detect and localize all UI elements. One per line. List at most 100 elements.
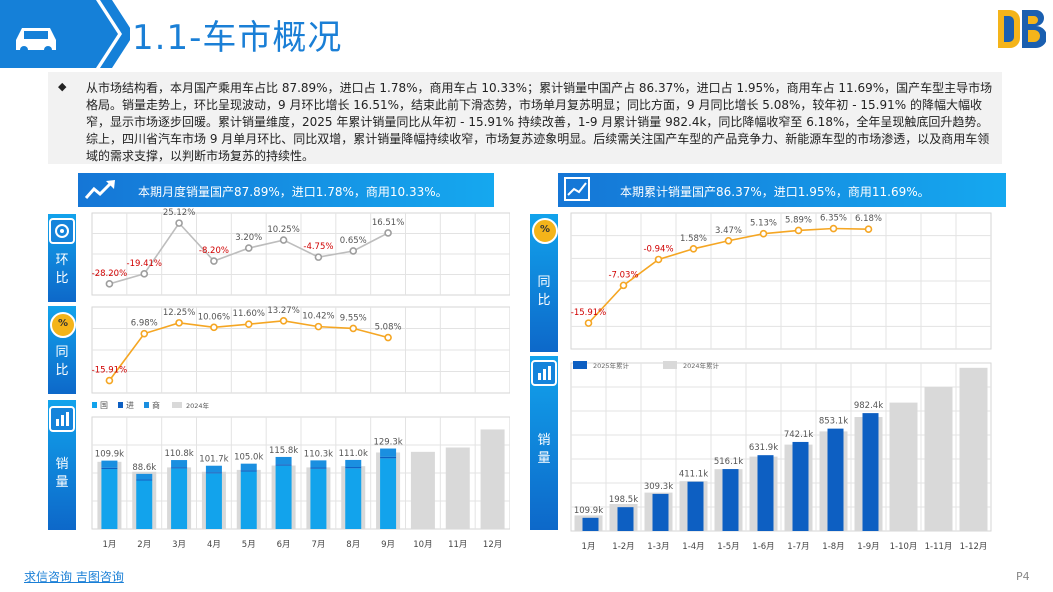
- mom-point: [175, 219, 183, 227]
- yoy-data-label: 9.55%: [340, 313, 367, 323]
- cum-yoy-data-label: 6.35%: [820, 214, 847, 224]
- summary-box: [48, 72, 1002, 164]
- bar-value-label: 516.1k: [714, 457, 743, 467]
- trend-up-icon: [84, 180, 115, 199]
- yoy-point: [105, 376, 114, 385]
- yoy-data-label: 10.42%: [302, 312, 334, 322]
- bar-import: [205, 472, 222, 474]
- legend-label: 商: [152, 400, 160, 410]
- bar-total-label: 110.8k: [164, 449, 193, 459]
- tab-mom: 环比: [48, 214, 76, 302]
- header-band: 1.1-车市概况: [0, 0, 1053, 68]
- page-title: 1.1-车市概况: [132, 18, 343, 58]
- right-banner-text: 本期累计销量国产86.37%，进口1.95%，商用11.69%。: [620, 185, 930, 199]
- left-banner-text: 本期月度销量国产87.89%，进口1.78%，商用10.33%。: [138, 185, 448, 199]
- bar-chart-icon: [531, 360, 557, 386]
- bar-domestic: [171, 468, 188, 529]
- bar-2024-cum: [889, 402, 918, 531]
- page-number: P4: [1016, 570, 1030, 583]
- cum-yoy-point: [724, 236, 733, 245]
- legend-swatch: [663, 361, 677, 369]
- bar-2025-cum: [722, 469, 739, 531]
- cum-yoy-data-label: 5.89%: [785, 215, 812, 225]
- tab-cum-sales: 销量: [530, 356, 558, 530]
- x-tick-label: 1-7月: [787, 542, 809, 552]
- legend-swatch: [144, 402, 149, 408]
- mom-data-label: -8.20%: [199, 246, 229, 256]
- footer-link[interactable]: 求信咨询 吉图咨询: [24, 570, 124, 584]
- yoy-data-label: 10.06%: [198, 312, 230, 322]
- summary-text: 从市场结构看，本月国产乘用车占比 87.89%，进口占 1.78%，商用车占 1…: [86, 81, 993, 163]
- x-tick-label: 1-4月: [682, 542, 704, 552]
- bar-commercial: [275, 456, 292, 465]
- bar-total-label: 129.3k: [373, 438, 402, 448]
- cum-yoy-point: [759, 229, 768, 238]
- bar-total-label: 110.3k: [304, 449, 333, 459]
- bar-2025-cum: [617, 507, 634, 531]
- header-car-banner: [0, 0, 130, 68]
- legend-swatch: [118, 402, 123, 408]
- mom-point: [384, 229, 392, 237]
- x-tick-label: 11月: [448, 540, 467, 550]
- left-banner: 本期月度销量国产87.89%，进口1.78%，商用10.33%。: [78, 173, 494, 207]
- mom-point: [140, 270, 149, 278]
- mom-point: [244, 244, 253, 252]
- mom-data-label: -4.75%: [303, 242, 333, 252]
- yoy-data-label: 6.98%: [131, 319, 158, 329]
- bar-value-label: 309.3k: [644, 482, 673, 492]
- right-banner: 本期累计销量国产86.37%，进口1.95%，商用11.69%。: [558, 173, 1006, 207]
- x-tick-label: 4月: [207, 540, 221, 550]
- bar-domestic: [275, 465, 292, 529]
- bar-commercial: [310, 460, 327, 468]
- yoy-data-label: 11.60%: [233, 309, 265, 319]
- bar-2025-cum: [687, 481, 704, 531]
- tab-cum-yoy-label: 同比: [537, 275, 551, 308]
- bar-chart-icon: [49, 406, 75, 432]
- tab-yoy-label: 同比: [55, 345, 69, 378]
- legend-label: 进: [126, 401, 134, 410]
- bar-2024-cum: [924, 387, 953, 531]
- mom-data-label: 10.25%: [267, 225, 299, 235]
- bar-commercial: [171, 460, 188, 468]
- yoy-data-label: 13.27%: [267, 306, 299, 316]
- bar-domestic: [136, 480, 153, 529]
- x-tick-label: 1月: [102, 540, 116, 550]
- tab-sales: 销量: [48, 400, 76, 530]
- bar-2024: [410, 451, 435, 529]
- yoy-point: [140, 329, 149, 338]
- percent-icon: %: [50, 312, 76, 338]
- bar-domestic: [380, 458, 397, 529]
- mom-point: [314, 253, 323, 261]
- bar-2025-cum: [827, 428, 844, 531]
- tab-yoy: % 同比: [48, 306, 76, 394]
- bar-import: [171, 467, 188, 469]
- mom-point: [210, 257, 218, 265]
- legend-swatch: [573, 361, 587, 369]
- bar-2025-cum: [582, 517, 599, 531]
- bar-2025-cum: [652, 493, 669, 531]
- yoy-point: [244, 320, 253, 328]
- bar-total-label: 115.8k: [269, 446, 298, 456]
- legend-label: 2024年: [186, 401, 210, 410]
- cum-yoy-point: [864, 225, 873, 234]
- chart-trend-icon: [564, 177, 590, 201]
- x-tick-label: 1-8月: [822, 542, 844, 552]
- yoy-data-label: 12.25%: [163, 308, 195, 318]
- bar-domestic: [310, 468, 327, 529]
- x-tick-label: 1-11月: [925, 542, 953, 552]
- bar-value-label: 631.9k: [749, 443, 778, 453]
- bar-import: [345, 467, 362, 469]
- cum-yoy-data-label: 1.58%: [680, 234, 707, 244]
- bar-domestic: [101, 469, 118, 529]
- mom-data-label: 25.12%: [163, 208, 195, 218]
- yoy-data-label: 5.08%: [375, 323, 402, 333]
- summary-bullet: ◆: [58, 80, 67, 93]
- bar-value-label: 198.5k: [609, 495, 638, 505]
- x-tick-label: 1月: [582, 542, 596, 552]
- x-tick-label: 10月: [413, 540, 432, 550]
- bar-value-label: 742.1k: [784, 430, 813, 440]
- bar-total-label: 105.0k: [234, 453, 263, 463]
- x-tick-label: 1-2月: [612, 542, 634, 552]
- car-icon: [16, 28, 56, 54]
- cum-yoy-data-label: -7.03%: [608, 270, 638, 280]
